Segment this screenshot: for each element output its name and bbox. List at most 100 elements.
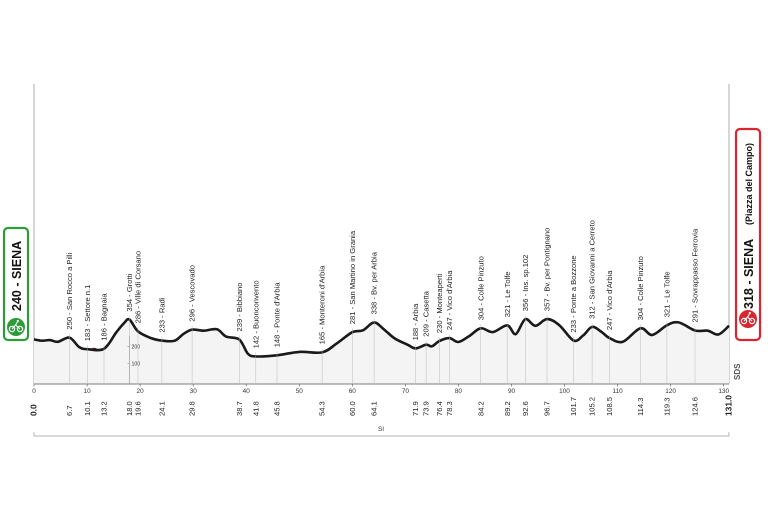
point-label: 165 - Monteroni d'Arbia: [318, 265, 327, 344]
finish-sublabel: (Piazza del Campo): [744, 143, 754, 225]
point-label: 354 - Grotti: [125, 273, 134, 311]
elevation-profile: [33, 317, 730, 384]
route-point: 131.0: [724, 395, 734, 416]
point-label: 312 - San Giovanni a Cerreto: [588, 220, 597, 319]
point-km: 10.1: [83, 401, 92, 416]
x-axis-ticks: 0 10 20 30 40 50 60 70 80 90 100 110 120 130: [32, 384, 729, 395]
point-label: 296 - Vescovado: [188, 265, 197, 322]
x-tick-label: 10: [84, 388, 92, 395]
cyclist-icon: [7, 318, 25, 336]
x-tick-label: 130: [718, 388, 729, 395]
route-point: 24.1 233 - Radi: [158, 297, 167, 416]
surface-bracket-line: [33, 432, 730, 437]
point-km: 19.6: [134, 401, 143, 416]
x-tick-label: 90: [508, 388, 516, 395]
point-label: 321 - Le Tolfe: [663, 271, 672, 317]
finish-badge: 318 - SIENA (Piazza del Campo): [734, 127, 762, 342]
point-km: 84.2: [476, 401, 485, 416]
point-km: 38.7: [235, 401, 244, 416]
route-point: 124.6 291 - Sovrappasso Ferrovia: [691, 228, 700, 416]
route-point: 101.7 233 - Ponte a Bozzone: [569, 255, 578, 416]
point-km: 29.8: [188, 401, 197, 416]
route-point: 10.1 183 - Settore n.1: [83, 285, 92, 416]
point-label: 233 - Radi: [158, 297, 167, 332]
route-point: 64.1 338 - Bv. per Arbia: [370, 251, 379, 416]
elevation-tick-label: 100: [132, 362, 141, 368]
route-point: 0.0: [29, 404, 39, 416]
point-km: 13.2: [100, 401, 109, 416]
surface-bracket: SI: [33, 426, 730, 437]
point-km: 89.2: [503, 401, 512, 416]
x-tick-label: 70: [402, 388, 410, 395]
point-km: 105.2: [588, 397, 597, 416]
route-point: 73.9 209 - Casetta: [422, 290, 431, 416]
point-label: 356 - Ins. sp.102: [521, 255, 530, 312]
point-km: 41.8: [251, 401, 260, 416]
point-km: 71.9: [411, 401, 420, 416]
route-point: 76.4 230 - Monteaperti: [435, 273, 444, 416]
x-tick-label: 100: [559, 388, 570, 395]
point-label: 142 - Buonconvento: [251, 280, 260, 348]
point-km: 124.6: [691, 397, 700, 416]
route-point: 19.6 286 - Ville di Corsano: [134, 251, 143, 416]
point-label: 233 - Ponte a Bozzone: [569, 255, 578, 332]
route-point: 54.3 165 - Monteroni d'Arbia: [318, 265, 327, 416]
route-point: 114.3 304 - Colle Pinzuto: [636, 256, 645, 416]
route-point: 108.5 247 - Vico d'Arbia: [605, 270, 614, 416]
point-label: 183 - Settore n.1: [83, 285, 92, 342]
point-label: 209 - Casetta: [422, 290, 431, 336]
point-km: 24.1: [158, 401, 167, 416]
finish-label: 318 - SIENA: [742, 239, 756, 309]
point-label: 338 - Bv. per Arbia: [370, 251, 379, 314]
point-label: 247 - Vico d'Arbia: [445, 270, 454, 330]
point-label: 321 - Le Tolfe: [503, 271, 512, 317]
point-km: 131.0: [724, 395, 734, 416]
profile-fill: [34, 319, 729, 384]
point-label: 281 - San Martino in Grania: [348, 230, 357, 324]
route-point: 6.7 250 - San Rocco a Pilli: [65, 252, 74, 416]
point-km: 119.3: [663, 398, 672, 416]
point-label: 357 - Bv. per Pontignano: [543, 228, 552, 311]
route-points: 0.0 6.7 250 - San Rocco a Pilli 10.1 183 - S…: [29, 220, 734, 416]
point-label: 291 - Sovrappasso Ferrovia: [691, 228, 700, 322]
finish-badge-box: [734, 127, 762, 342]
route-point: 18.0 354 - Grotti: [125, 273, 134, 416]
route-point: 105.2 312 - San Giovanni a Cerreto: [588, 220, 597, 416]
route-point: 92.6 356 - Ins. sp.102: [521, 255, 530, 416]
x-tick-label: 0: [32, 388, 36, 395]
route-point: 96.7 357 - Bv. per Pontignano: [543, 228, 552, 416]
route-point: 38.7 239 - Bibbiano: [235, 283, 244, 416]
point-km: 108.5: [605, 397, 614, 416]
route-point: 84.2 304 - Colle Pinzuto: [476, 256, 485, 416]
start-label: 240 - SIENA: [10, 241, 24, 311]
x-tick-label: 30: [190, 388, 198, 395]
point-km: 76.4: [435, 401, 444, 416]
route-point: 119.3 321 - Le Tolfe: [663, 271, 672, 416]
route-point: 45.8 148 - Ponte d'Arbia: [273, 282, 282, 416]
point-label: 148 - Ponte d'Arbia: [273, 282, 282, 348]
point-km: 101.7: [569, 397, 578, 416]
point-km: 18.0: [125, 401, 134, 416]
x-tick-label: 60: [349, 388, 357, 395]
x-tick-label: 80: [455, 388, 463, 395]
point-label: 304 - Colle Pinzuto: [476, 256, 485, 320]
point-km: 60.0: [348, 401, 357, 416]
point-label: 304 - Colle Pinzuto: [636, 256, 645, 320]
point-km: 0.0: [29, 404, 39, 416]
point-km: 6.7: [65, 405, 74, 416]
x-axis: 0 10 20 30 40 50 60 70 80 90 100 110 120 130: [32, 383, 729, 395]
point-label: 250 - San Rocco a Pilli: [65, 252, 74, 329]
route-point: 29.8 296 - Vescovado: [188, 265, 197, 416]
start-badge: 240 - SIENA: [2, 226, 30, 342]
point-km: 64.1: [370, 401, 379, 416]
point-km: 92.6: [521, 401, 530, 416]
route-point: 89.2 321 - Le Tolfe: [503, 271, 512, 416]
surface-label: SI: [378, 426, 384, 433]
x-tick-label: 40: [243, 388, 251, 395]
cyclist-icon: [739, 310, 757, 328]
x-tick-label: 120: [665, 388, 676, 395]
point-km: 114.3: [636, 398, 645, 416]
point-label: 239 - Bibbiano: [235, 283, 244, 332]
point-label: 286 - Ville di Corsano: [134, 251, 143, 323]
